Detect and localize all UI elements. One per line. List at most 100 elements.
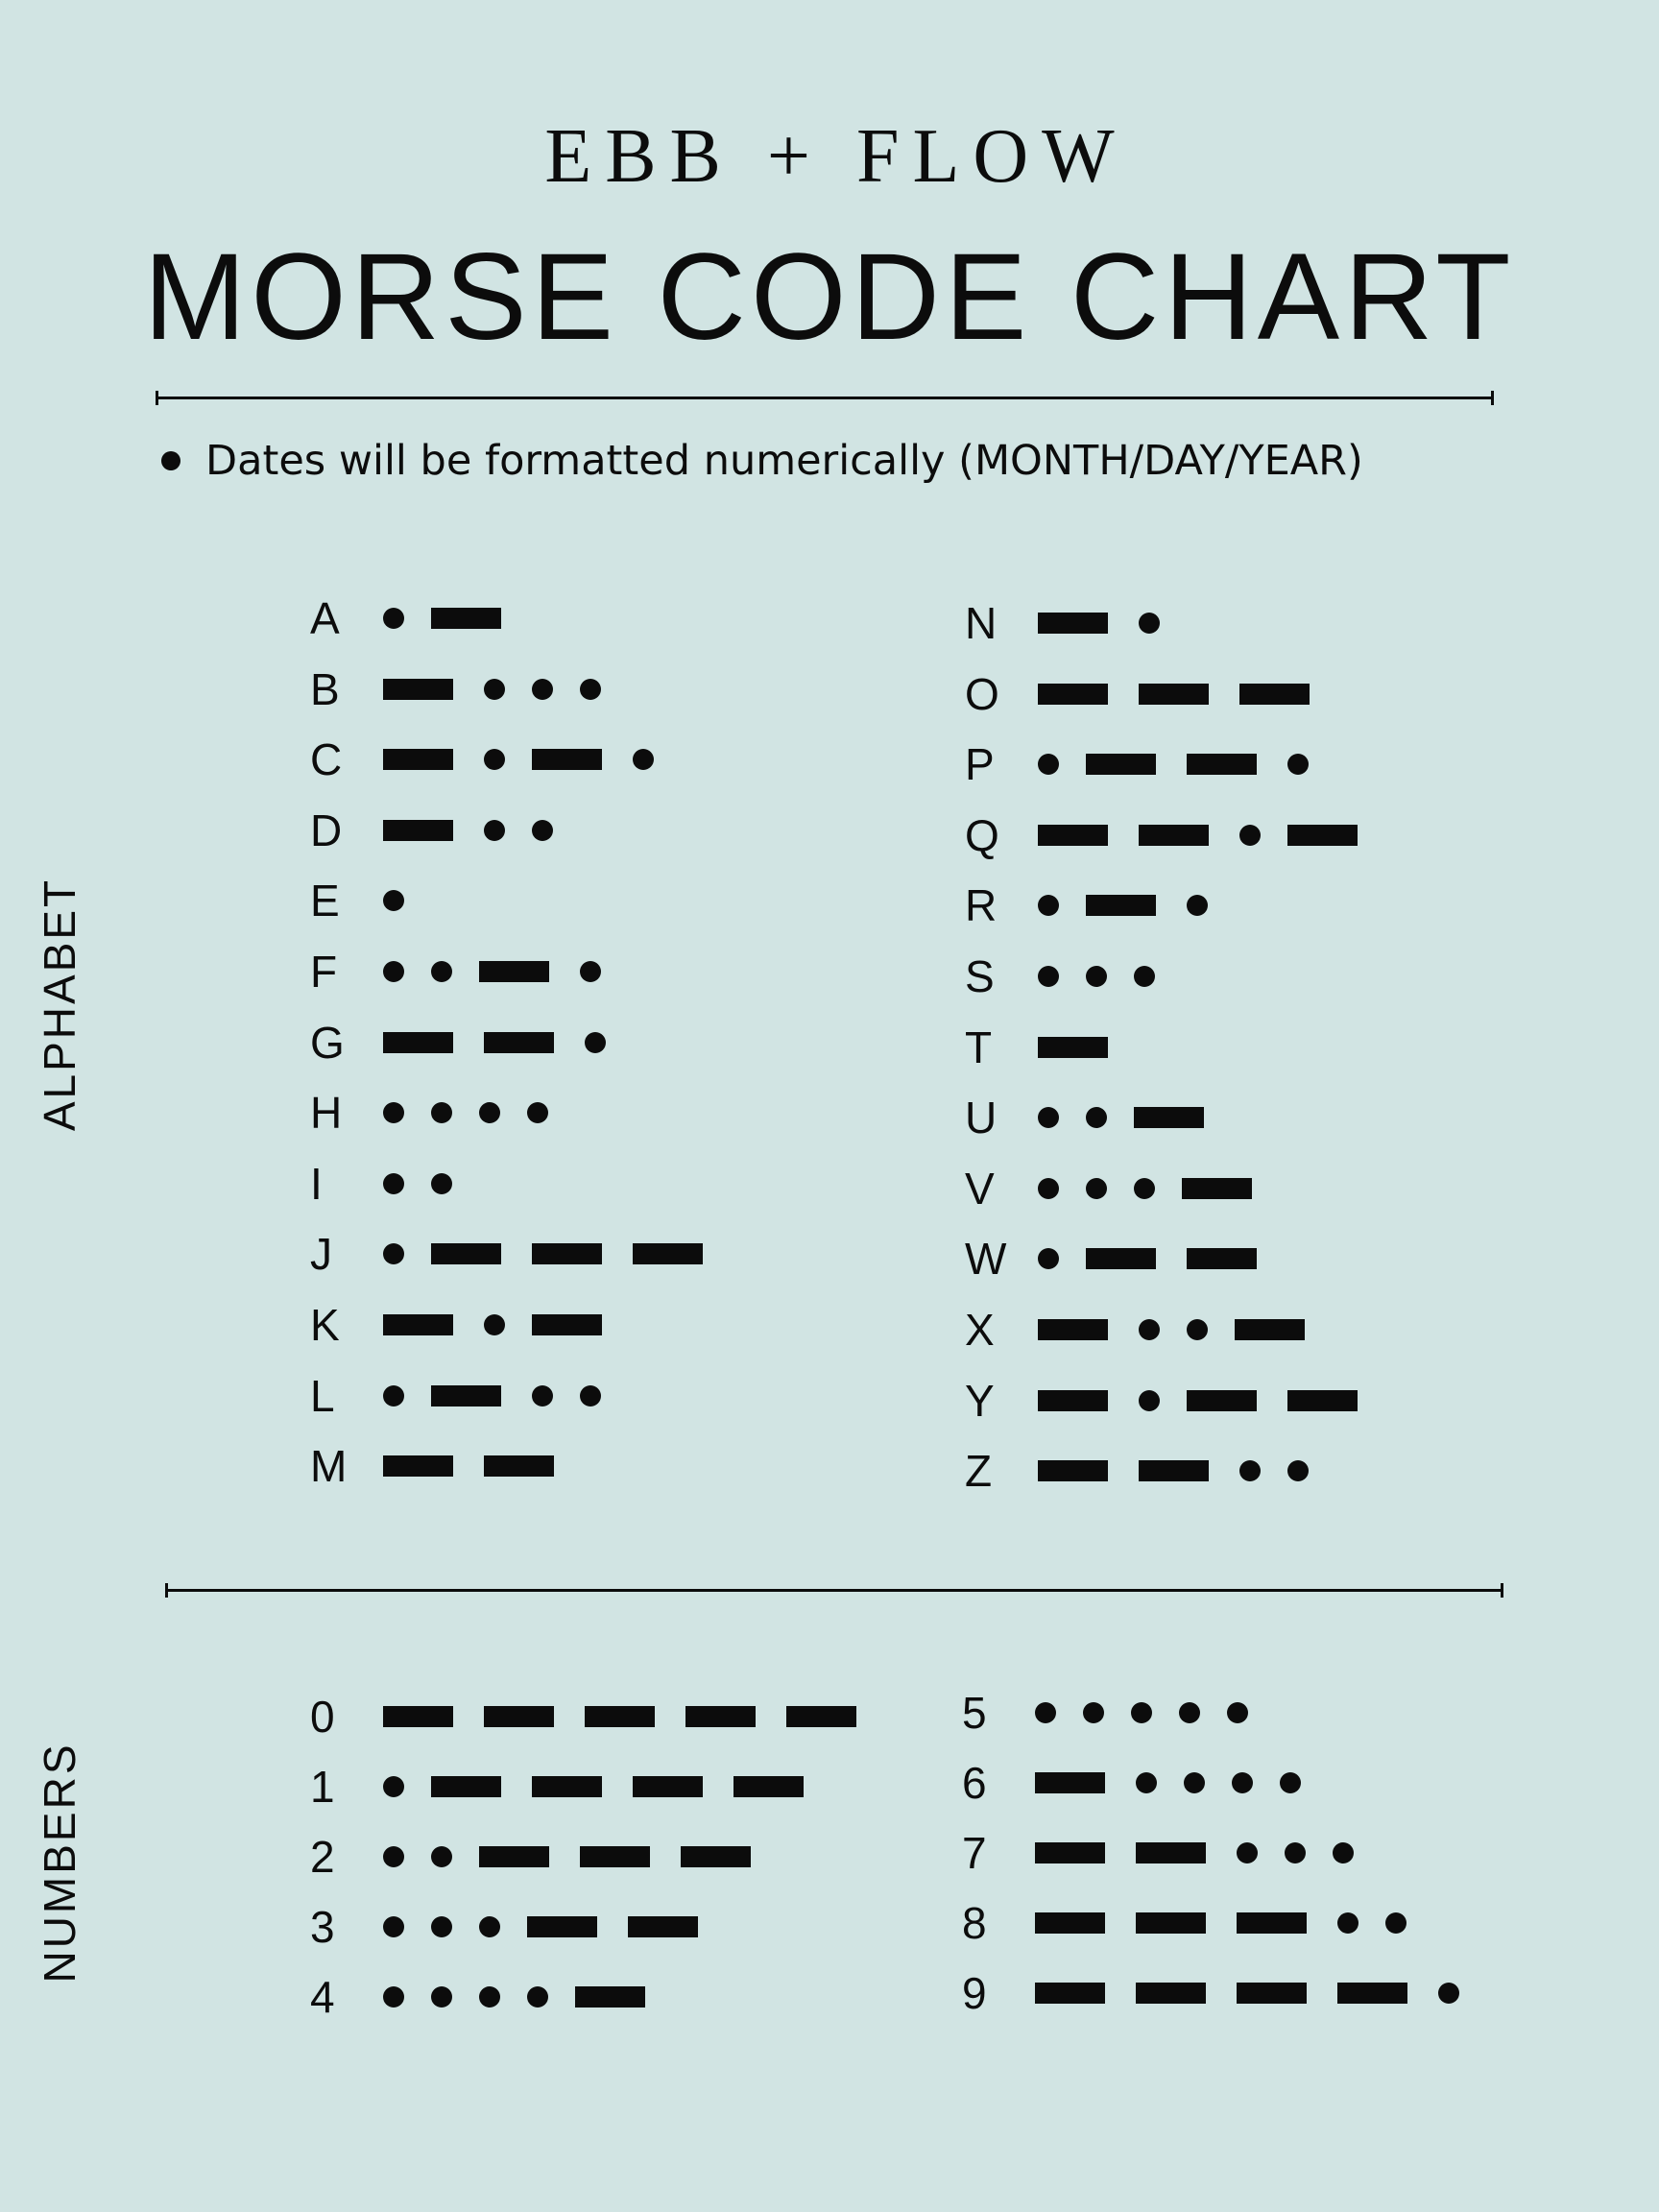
dash-symbol <box>527 1916 597 1937</box>
morse-character: 4 <box>310 1972 335 2022</box>
morse-character: 9 <box>962 1968 987 2018</box>
dot-symbol <box>1038 754 1059 776</box>
dot-symbol <box>1184 1772 1205 1793</box>
morse-code <box>1038 1380 1388 1422</box>
dash-symbol <box>484 1706 554 1727</box>
dash-symbol <box>1182 1177 1252 1199</box>
dot-symbol <box>1139 613 1160 634</box>
dot-symbol <box>580 1384 601 1407</box>
morse-code <box>383 1375 628 1417</box>
dot-symbol <box>431 1172 452 1194</box>
dot-symbol <box>1385 1912 1407 1934</box>
dash-symbol <box>1035 1772 1105 1793</box>
morse-character: G <box>310 1017 345 1068</box>
note-text: Dates will be formatted numerically (MON… <box>205 437 1363 485</box>
dot-symbol <box>1237 1842 1258 1863</box>
dash-symbol <box>484 1031 554 1053</box>
dot-symbol <box>633 749 654 771</box>
alphabet-section-label: ALPHABET <box>35 877 84 1132</box>
morse-character: A <box>310 593 340 643</box>
dash-symbol <box>1139 1460 1209 1482</box>
dash-symbol <box>431 608 501 629</box>
dot-symbol <box>431 1102 452 1124</box>
morse-code <box>1035 1902 1433 1944</box>
morse-code <box>1038 673 1340 715</box>
morse-character: D <box>310 805 343 855</box>
dot-symbol <box>479 1916 500 1937</box>
dot-symbol <box>484 678 505 700</box>
dot-symbol <box>1038 1248 1059 1270</box>
dash-symbol <box>1086 1248 1156 1270</box>
dot-symbol <box>383 1986 404 2008</box>
dash-symbol <box>1038 824 1108 846</box>
section-divider <box>165 1583 1503 1598</box>
morse-code <box>383 1695 887 1738</box>
dash-symbol <box>532 1314 602 1335</box>
dash-symbol <box>1139 683 1209 705</box>
morse-code <box>1038 1026 1139 1069</box>
dot-symbol <box>383 1172 404 1194</box>
dash-symbol <box>1035 1842 1105 1863</box>
dot-symbol <box>484 819 505 841</box>
dash-symbol <box>1038 1389 1108 1411</box>
morse-code <box>383 1906 729 1948</box>
dot-symbol <box>383 1102 404 1124</box>
morse-code <box>1038 884 1235 926</box>
morse-character: 8 <box>962 1898 987 1948</box>
morse-character: C <box>310 734 343 785</box>
dash-symbol <box>1035 1983 1105 2004</box>
dot-symbol <box>532 819 553 841</box>
morse-character: J <box>310 1229 332 1280</box>
dash-symbol <box>383 678 453 700</box>
morse-character: B <box>310 663 340 714</box>
dot-symbol <box>479 1986 500 2008</box>
brand-name: EBB + FLOW <box>544 114 1128 199</box>
morse-character: Q <box>965 809 999 860</box>
dot-symbol <box>532 678 553 700</box>
morse-character: X <box>965 1305 995 1355</box>
morse-character: 0 <box>310 1692 335 1742</box>
dash-symbol <box>575 1986 645 2008</box>
dot-symbol <box>1038 1107 1059 1129</box>
dash-symbol <box>1086 754 1156 776</box>
dot-symbol <box>1038 966 1059 987</box>
dash-symbol <box>1187 1248 1257 1270</box>
dot-symbol <box>532 1384 553 1407</box>
dot-symbol <box>527 1102 548 1124</box>
morse-character: P <box>965 739 995 790</box>
dash-symbol <box>479 961 549 982</box>
morse-character: O <box>965 668 999 719</box>
morse-code <box>1038 1167 1283 1210</box>
dash-symbol <box>1287 1389 1358 1411</box>
dash-symbol <box>1287 824 1358 846</box>
dot-symbol <box>1139 1389 1160 1411</box>
morse-character: T <box>965 1022 993 1072</box>
morse-character: K <box>310 1300 340 1350</box>
dash-symbol <box>1038 1319 1108 1340</box>
dash-symbol <box>580 1846 650 1867</box>
dash-symbol <box>383 819 453 841</box>
dot-symbol <box>1086 966 1107 987</box>
morse-code <box>1038 814 1388 856</box>
morse-code <box>383 809 580 852</box>
dash-symbol <box>383 1314 453 1335</box>
dash-symbol <box>1235 1319 1305 1340</box>
morse-character: F <box>310 947 338 997</box>
morse-code <box>383 1233 733 1275</box>
dot-symbol <box>1086 1107 1107 1129</box>
dot-symbol <box>1139 1319 1160 1340</box>
morse-character: Y <box>965 1375 995 1426</box>
morse-character: 7 <box>962 1828 987 1878</box>
morse-code <box>383 668 628 710</box>
dash-symbol <box>633 1776 703 1797</box>
morse-code <box>383 950 628 993</box>
dash-symbol <box>1136 1912 1206 1934</box>
dot-symbol <box>383 1846 404 1867</box>
morse-code <box>383 738 681 781</box>
dash-symbol <box>383 1455 453 1478</box>
morse-code <box>383 1022 633 1064</box>
dash-symbol <box>1237 1983 1307 2004</box>
date-format-note: Dates will be formatted numerically (MON… <box>161 437 1363 485</box>
dot-symbol <box>383 961 404 982</box>
dash-symbol <box>1239 683 1310 705</box>
